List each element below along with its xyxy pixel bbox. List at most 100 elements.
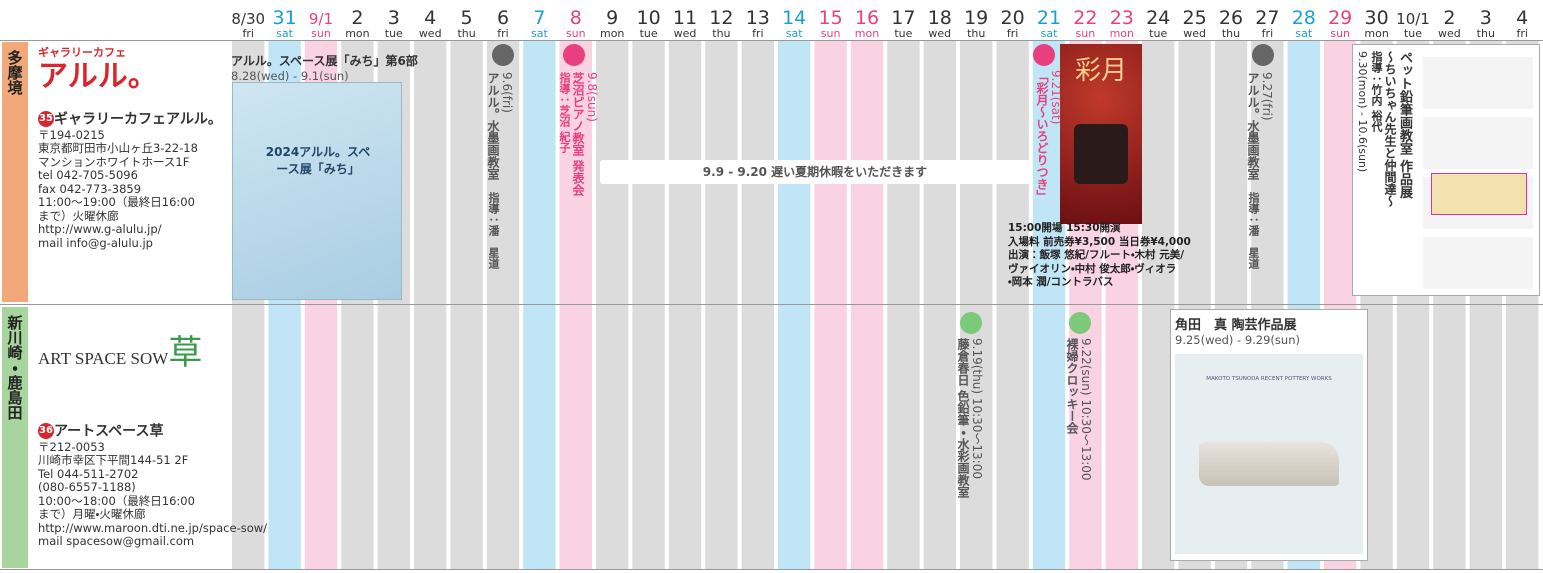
day-date: 16 xyxy=(855,7,879,29)
logo-text: ART SPACE SOW xyxy=(38,349,169,368)
event-text: 9.19(thu) 10:30〜13:00 藤倉春日 色鉛筆・水彩画教室 xyxy=(956,338,984,566)
day-weekday: fri xyxy=(752,27,763,40)
day-date: 11 xyxy=(673,7,697,29)
info-line: mail info@g-alulu.jp xyxy=(38,235,153,250)
day-date: 8/30 xyxy=(231,10,265,28)
day-weekday: sun xyxy=(1330,27,1350,40)
event-dot xyxy=(1033,44,1055,66)
day-date: 21 xyxy=(1037,7,1061,29)
exhibit-image xyxy=(1423,53,1533,289)
event-dot xyxy=(563,44,585,66)
logo: アルル。 xyxy=(38,59,158,94)
day-date: 4 xyxy=(424,7,436,29)
logo-mark: 草 xyxy=(168,333,203,373)
day-date: 25 xyxy=(1183,7,1207,29)
exhibit-title: 角田 真 陶芸作品展 xyxy=(1175,318,1297,333)
day-weekday: sat xyxy=(276,27,293,40)
event-dot xyxy=(1069,312,1091,334)
info-line: ・岡本 潤/コントラバス xyxy=(1008,276,1114,288)
poster-text: MAKOTO TSUNODA RECENT POTTERY WORKS xyxy=(1206,376,1332,382)
day-weekday: tue xyxy=(1404,27,1422,40)
day-weekday: sat xyxy=(1295,27,1312,40)
event-date: 9.22(sun) 10:30〜13:00 xyxy=(1079,338,1093,481)
day-date: 31 xyxy=(273,7,297,29)
info-line: 11:00〜19:00（最終日16:00 xyxy=(38,195,195,209)
day-date: 4 xyxy=(1516,7,1528,29)
day-date: 8 xyxy=(570,7,582,29)
day-weekday: tue xyxy=(640,27,658,40)
event-teacher: 指導：潘 星道 xyxy=(1247,192,1260,269)
info-line: 15:00開場 15:30開演 xyxy=(1008,222,1121,234)
event-text: 9.8(sun) 芝沼ピアノ教室 発表会 指導：芝沼 紀子 xyxy=(557,72,599,300)
gallery-number: 36 xyxy=(38,422,54,439)
day-date: 24 xyxy=(1146,7,1170,29)
day-weekday: wed xyxy=(928,27,951,40)
day-date: 30 xyxy=(1365,7,1389,29)
event-dot xyxy=(492,44,514,66)
day-date: 20 xyxy=(1001,7,1025,29)
info-lines: 〒194-0215 東京都町田市小山ヶ丘3-22-18 マンションホワイトホース1F… xyxy=(38,128,230,251)
info-line: 入場料 前売券¥3,500 当日券¥4,000 xyxy=(1008,235,1191,248)
day-date: 19 xyxy=(964,7,988,29)
gallery-title: 35ギャラリーカフェアルル。 xyxy=(38,108,230,129)
day-weekday: mon xyxy=(855,27,879,40)
exhibit-subtitle: 〜ちいちゃん先生と仲間達〜 xyxy=(1383,51,1397,207)
day-date: 6 xyxy=(497,7,509,29)
day-weekday: tue xyxy=(385,27,403,40)
gallery-title: 36アートスペース草 xyxy=(38,420,230,441)
region-label: 多摩境 xyxy=(2,42,28,302)
day-weekday: sun xyxy=(566,27,586,40)
poster-photo xyxy=(1074,124,1128,184)
day-date: 10 xyxy=(637,7,661,29)
info-line: tel 042-705-5096 xyxy=(38,168,138,182)
event-title: 芝沼ピアノ教室 発表会 xyxy=(571,72,585,197)
day-date: 12 xyxy=(709,7,733,29)
gallery-number: 35 xyxy=(38,110,54,127)
day-weekday: thu xyxy=(457,27,475,40)
exhibit-teacher: 指導：竹内 裕代 xyxy=(1370,51,1383,132)
day-date: 17 xyxy=(891,7,915,29)
day-weekday: fri xyxy=(242,27,253,40)
day-weekday: fri xyxy=(1262,27,1273,40)
day-date: 22 xyxy=(1073,7,1097,29)
logo-small: ギャラリーカフェ xyxy=(38,46,126,59)
event-dot xyxy=(960,312,982,334)
day-date: 23 xyxy=(1110,7,1134,29)
event-teacher: 指導：潘 星道 xyxy=(487,192,500,269)
info-line: 10:00〜18:00（最終日16:00 xyxy=(38,493,195,508)
day-weekday: sat xyxy=(1041,27,1058,40)
day-weekday: wed xyxy=(419,27,442,40)
info-line: まで）月曜・火曜休廊 xyxy=(38,507,146,521)
gallery-name: ギャラリーカフェアルル。 xyxy=(54,111,222,128)
day-weekday: wed xyxy=(1183,27,1206,40)
logo: ART SPACE SOW草 xyxy=(38,325,230,374)
day-date: 9/1 xyxy=(309,10,333,28)
info-line: (080-6557-1188) xyxy=(38,480,136,494)
region-label: 新川崎・鹿島田 xyxy=(2,307,28,568)
exhibit-dates: 9.30(mon) - 10.6(sun) xyxy=(1356,51,1369,173)
exhibit-dates: 8.28(wed) - 9.1(sun) xyxy=(231,69,349,83)
exhibit-dates: 9.25(wed) - 9.29(sun) xyxy=(1175,333,1300,347)
day-date: 26 xyxy=(1219,7,1243,29)
event-teacher: 指導：芝沼 紀子 xyxy=(558,72,571,153)
event-details: 15:00開場 15:30開演 入場料 前売券¥3,500 当日券¥4,000 出演… xyxy=(1008,222,1243,290)
gallery-info: ART SPACE SOW草 36アートスペース草 〒212-0053 川崎市幸区… xyxy=(32,307,267,568)
info-line: 〒212-0053 xyxy=(38,439,105,454)
day-date: 14 xyxy=(782,7,806,29)
day-weekday: mon xyxy=(1364,27,1388,40)
day-date: 10/1 xyxy=(1396,10,1430,28)
info-line: 川崎市幸区下平間144-51 2F xyxy=(38,453,189,467)
exhibit-image: MAKOTO TSUNODA RECENT POTTERY WORKS xyxy=(1175,354,1363,554)
day-date: 15 xyxy=(819,7,843,29)
exhibit-title: アルル。スペース展「みち」第6部 xyxy=(231,54,418,68)
event-text: 9.27(fri) アルル。水墨画教室 指導：潘 星道 xyxy=(1246,72,1274,300)
day-date: 2 xyxy=(351,7,363,29)
exhibit-box: 角田 真 陶芸作品展 9.25(wed) - 9.29(sun) MAKOTO … xyxy=(1170,309,1368,561)
event-title: 藤倉春日 色鉛筆・水彩画教室 xyxy=(956,338,970,499)
info-line: マンションホワイトホース1F xyxy=(38,154,190,169)
event-title: 「彩月〜いろどりつき」 xyxy=(1035,70,1049,202)
day-date: 3 xyxy=(1480,7,1492,29)
day-weekday: sun xyxy=(1076,27,1096,40)
